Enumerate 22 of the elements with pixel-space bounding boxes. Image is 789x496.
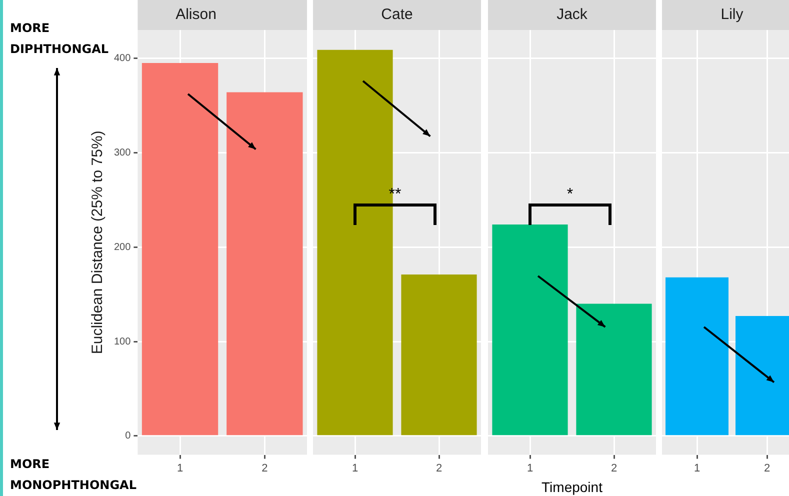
text: MORE MONOPHTHONGAL <box>10 456 136 494</box>
y-tick-label: 400 <box>114 53 132 64</box>
x-tick-label: 1 <box>694 462 700 474</box>
x-tick-label: 2 <box>436 462 442 474</box>
chart-title: Cate <box>381 6 413 24</box>
x-tick-label: 1 <box>176 462 184 474</box>
x-tick-label: 2 <box>610 462 618 474</box>
chart-title: Alison <box>176 6 216 24</box>
x-tick-label: 1 <box>352 462 358 474</box>
x-tick-label: 2 <box>262 462 268 474</box>
y-tick-label: 0 <box>125 430 132 442</box>
text: MORE DIPHTHONGAL <box>10 21 109 56</box>
y-tick-label: 300 <box>114 147 132 158</box>
x-tick-label: 2 <box>764 462 770 474</box>
y-axis-title: Euclidean Distance (25% to 75%) <box>89 130 106 354</box>
chart-title: Jack <box>556 6 588 24</box>
annotation: * <box>566 186 574 203</box>
y-tick-label: 200 <box>114 242 132 253</box>
chart-title: Lily <box>720 6 744 24</box>
y-tick-label: 100 <box>114 336 132 348</box>
x-tick-label: 1 <box>526 462 534 474</box>
x-axis-title: Timepoint <box>540 479 604 495</box>
